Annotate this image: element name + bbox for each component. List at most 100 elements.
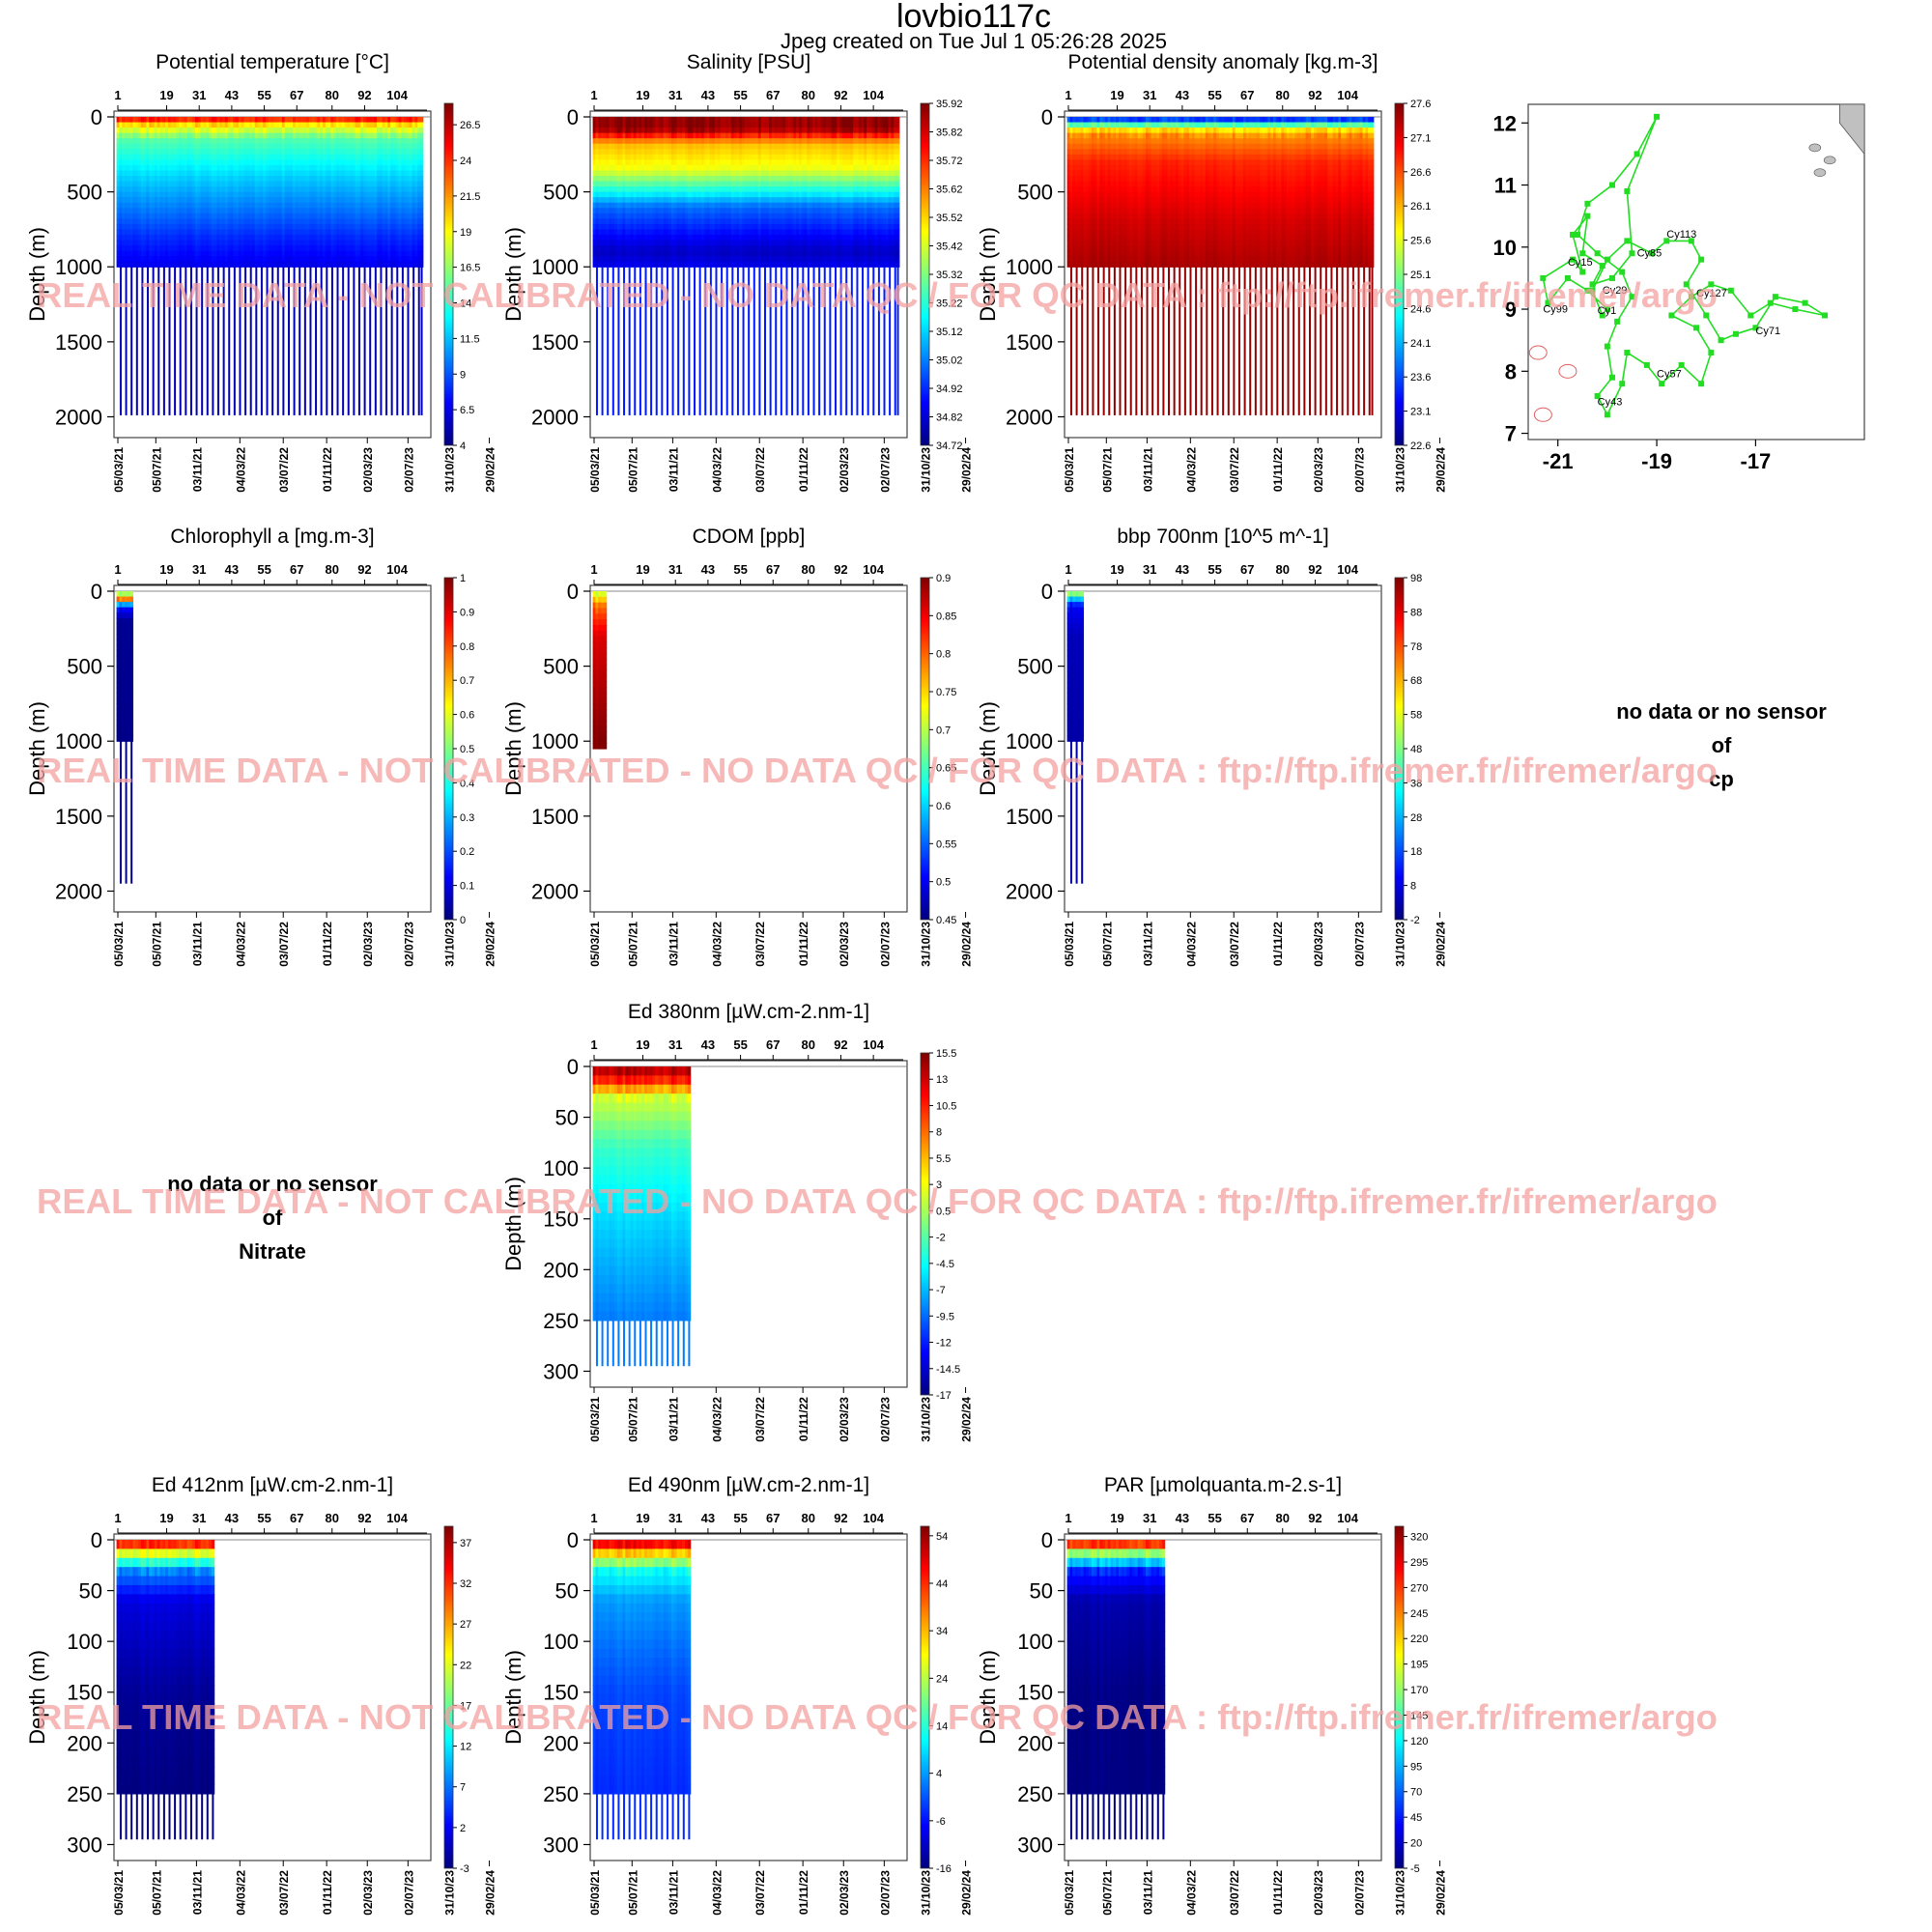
temperature-cell <box>162 117 166 124</box>
temperature-cell <box>377 159 381 166</box>
temperature-cell <box>127 128 131 134</box>
temperature-cell <box>132 143 136 150</box>
temperature-cell <box>129 191 134 198</box>
temperature-cell <box>254 218 259 225</box>
temperature-cell <box>236 256 240 263</box>
temperature-cell <box>322 164 327 172</box>
temperature-cell <box>287 191 291 198</box>
temperature-cell <box>417 240 421 246</box>
temperature-cell <box>368 202 373 209</box>
temperature-cell <box>338 202 343 209</box>
temperature-cell <box>384 202 388 209</box>
temperature-cell <box>265 240 270 246</box>
temperature-date-tick-label: 03/11/21 <box>190 447 204 492</box>
temperature-colorbar <box>443 102 454 446</box>
temperature-cell <box>216 132 220 139</box>
temperature-cycle-tick-label: 43 <box>225 88 239 102</box>
temperature-cell <box>314 245 318 252</box>
temperature-cell <box>409 128 413 134</box>
temperature-cell <box>127 143 131 150</box>
temperature-deep-cell <box>417 267 420 415</box>
temperature-cell <box>138 175 142 183</box>
temperature-cell <box>268 128 272 134</box>
temperature-title: Potential temperature [°C] <box>156 51 389 73</box>
salinity-cycle-tick-label: 92 <box>834 88 847 102</box>
temperature-cell <box>119 245 123 252</box>
temperature-cell <box>273 245 277 252</box>
temperature-cell <box>276 234 280 242</box>
temperature-cell <box>176 117 180 124</box>
temperature-cell <box>279 229 283 236</box>
temperature-cell <box>216 138 220 145</box>
temperature-cell <box>119 154 123 160</box>
temperature-cell <box>314 128 318 134</box>
temperature-cell <box>392 202 397 209</box>
temperature-cell <box>181 245 185 252</box>
temperature-cell <box>284 122 289 128</box>
temperature-cell <box>203 143 207 150</box>
temperature-cell <box>374 223 378 231</box>
temperature-cell <box>162 197 166 204</box>
temperature-cell <box>365 117 370 124</box>
temperature-cell <box>143 170 148 177</box>
temperature-cell <box>132 170 136 177</box>
temperature-cell <box>170 170 175 177</box>
temperature-cell <box>279 223 283 231</box>
temperature-cell <box>165 234 169 242</box>
temperature-cell <box>176 250 180 257</box>
temperature-cell <box>390 175 394 183</box>
temperature-cell <box>344 117 348 124</box>
temperature-cell <box>173 170 177 177</box>
temperature-cell <box>311 191 316 198</box>
temperature-cell <box>317 138 321 145</box>
temperature-cell <box>222 208 226 214</box>
temperature-cell <box>322 191 327 198</box>
temperature-cell <box>149 218 153 225</box>
temperature-cell <box>186 202 190 209</box>
temperature-cell <box>281 191 286 198</box>
temperature-cell <box>273 208 277 214</box>
temperature-cell <box>270 191 275 198</box>
temperature-cell <box>167 213 172 219</box>
temperature-cell <box>382 229 386 236</box>
temperature-cell <box>189 213 193 219</box>
temperature-cell <box>300 138 304 145</box>
temperature-cell <box>241 218 245 225</box>
temperature-cell <box>352 213 356 219</box>
temperature-cell <box>344 202 348 209</box>
temperature-cell <box>236 229 240 236</box>
temperature-cell <box>203 250 207 257</box>
temperature-cell <box>195 197 199 204</box>
temperature-cell <box>179 132 183 139</box>
temperature-cell <box>159 245 163 252</box>
temperature-cell <box>409 117 413 124</box>
temperature-cell <box>419 132 424 139</box>
temperature-cycle-tick-label: 104 <box>386 88 408 102</box>
temperature-cell <box>409 122 413 128</box>
temperature-cell <box>320 234 324 242</box>
temperature-cell <box>347 208 351 214</box>
temperature-cell <box>365 122 370 128</box>
temperature-cell <box>293 186 297 193</box>
temperature-cell <box>374 261 378 268</box>
temperature-cell <box>379 250 384 257</box>
temperature-cell <box>265 117 270 124</box>
temperature-cell <box>281 261 286 268</box>
temperature-cell <box>414 245 418 252</box>
temperature-cell <box>419 122 424 128</box>
temperature-cell <box>227 164 232 172</box>
temperature-cell <box>197 245 202 252</box>
temperature-cell <box>206 223 210 231</box>
temperature-cell <box>387 202 391 209</box>
temperature-cell <box>338 132 343 139</box>
temperature-cell <box>263 213 267 219</box>
temperature-cell <box>333 191 337 198</box>
temperature-cell <box>152 250 156 257</box>
temperature-cell <box>162 164 166 172</box>
temperature-cell <box>138 132 142 139</box>
temperature-cell <box>384 213 388 219</box>
temperature-deep-cell <box>315 267 318 415</box>
temperature-cell <box>406 256 411 263</box>
temperature-cell <box>363 138 367 145</box>
temperature-cell <box>127 234 131 242</box>
